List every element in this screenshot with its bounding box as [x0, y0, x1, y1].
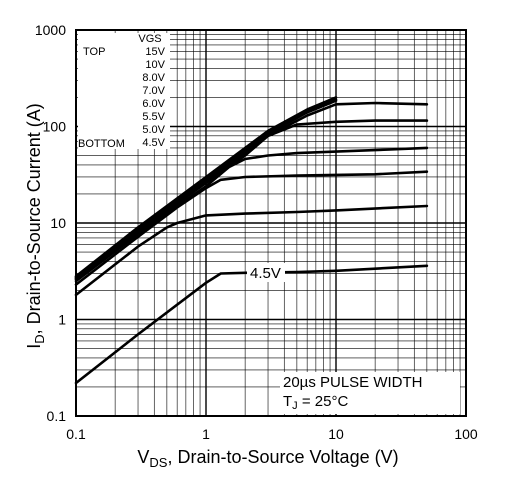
- y-axis-subscript: D: [32, 334, 47, 343]
- legend: VGS TOP BOTTOM 15V10V8.0V7.0V6.0V5.5V5.0…: [78, 33, 166, 150]
- y-axis-title: ID, Drain-to-Source Current (A): [24, 103, 47, 348]
- x-axis-subscript: DS: [149, 455, 167, 470]
- legend-background: [78, 33, 170, 149]
- series-line-5-5v: [74, 146, 429, 283]
- curve-label-background: [247, 263, 285, 282]
- y-axis-title-rest: , Drain-to-Source Current (A): [24, 103, 44, 334]
- plot-frame: [75, 29, 467, 417]
- annotation-background: [280, 372, 460, 414]
- y-axis-symbol: I: [24, 344, 44, 349]
- legend-entry: 5.5V: [142, 111, 165, 123]
- tick-labels: 0.1 1 10 100 0.1 1 10 100 1000: [35, 22, 478, 442]
- y-tick-label: 1: [58, 312, 66, 328]
- x-axis-title-rest: , Drain-to-Source Voltage (V): [167, 447, 398, 467]
- series-line-6-0v: [74, 119, 429, 281]
- legend-entry: 7.0V: [142, 85, 165, 97]
- x-tick-label: 1: [202, 426, 210, 442]
- tj-symbol: T: [283, 393, 292, 410]
- test-conditions-annotation: 20µs PULSE WIDTH TJ = 25°C: [283, 374, 423, 412]
- legend-entry: 10V: [145, 59, 165, 71]
- legend-bottom-label: BOTTOM: [78, 138, 125, 150]
- series-line-4-5v: [74, 204, 429, 297]
- x-axis-symbol: V: [137, 447, 149, 467]
- curve-label-4-5v: 4.5V: [250, 265, 281, 282]
- x-tick-label: 100: [454, 426, 478, 442]
- junction-temperature-text: TJ = 25°C: [283, 393, 348, 412]
- legend-entry: 5.0V: [142, 124, 165, 136]
- series-group: [74, 96, 429, 385]
- tj-value: = 25°C: [298, 393, 349, 410]
- y-tick-label: 0.1: [47, 408, 67, 424]
- legend-entry: 4.5V: [142, 137, 165, 149]
- legend-entry: 15V: [145, 46, 165, 58]
- legend-top-label: TOP: [83, 46, 105, 58]
- tj-subscript: J: [292, 400, 298, 412]
- series-line-5-0v: [74, 170, 429, 286]
- y-tick-label: 100: [43, 119, 67, 135]
- pulse-width-text: 20µs PULSE WIDTH: [283, 374, 423, 391]
- y-tick-label: 10: [50, 215, 66, 231]
- x-axis-title: VDS, Drain-to-Source Voltage (V): [137, 447, 398, 470]
- legend-entry: 6.0V: [142, 98, 165, 110]
- plot-border: [75, 29, 467, 417]
- legend-header: VGS: [138, 33, 161, 45]
- y-tick-label: 1000: [35, 22, 66, 38]
- x-tick-label: 10: [328, 426, 344, 442]
- x-tick-label: 0.1: [66, 426, 86, 442]
- series-line-4-5v: [74, 264, 429, 385]
- legend-entry: 8.0V: [142, 72, 165, 84]
